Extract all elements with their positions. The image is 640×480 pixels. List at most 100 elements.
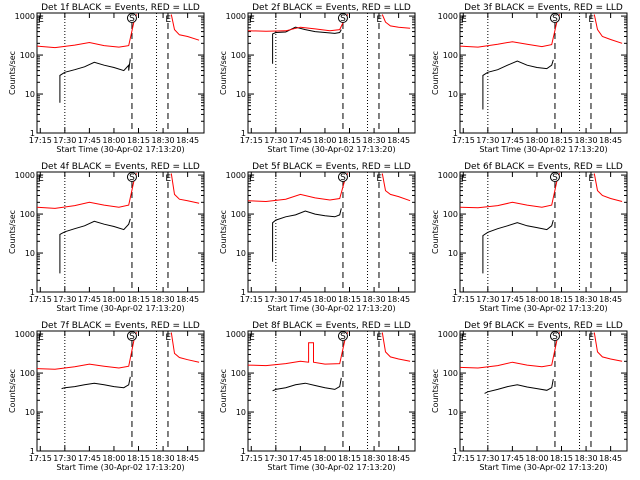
saa-marker: S — [340, 332, 346, 342]
x-tick-label: 18:30 — [152, 136, 175, 145]
x-tick-label: 18:45 — [599, 295, 622, 304]
y-tick-label: 1 — [30, 447, 35, 456]
x-tick-label: 18:15 — [338, 136, 361, 145]
x-tick-label: 18:45 — [176, 295, 199, 304]
series-line-1 — [484, 379, 554, 394]
series-line-3 — [593, 173, 623, 202]
x-tick-label: 17:45 — [501, 295, 524, 304]
y-tick-label: 10 — [448, 90, 458, 99]
x-axis-label: Start Time (30-Apr-02 17:13:20) — [56, 463, 184, 472]
series-line-1 — [482, 219, 554, 274]
series-line-2 — [459, 332, 561, 369]
x-tick-label: 18:45 — [387, 136, 410, 145]
eclipse-marker: E — [249, 15, 255, 25]
eclipse-marker: E — [165, 15, 171, 25]
y-tick-label: 10 — [25, 408, 35, 417]
y-tick-label: 1000 — [226, 171, 246, 180]
x-tick-label: 17:15 — [29, 454, 52, 463]
y-tick-label: 1 — [241, 288, 246, 297]
x-tick-label: 18:15 — [127, 295, 150, 304]
saa-marker-circle — [337, 13, 348, 23]
y-tick-label: 100 — [231, 210, 246, 219]
x-axis-label: Start Time (30-Apr-02 17:13:20) — [479, 304, 607, 313]
x-tick-label: 18:00 — [102, 454, 125, 463]
x-tick-label: 18:00 — [525, 454, 548, 463]
series-line-2 — [459, 14, 561, 48]
x-axis-label: Start Time (30-Apr-02 17:13:20) — [267, 463, 395, 472]
eclipse-marker: E — [376, 15, 382, 25]
chart-title: Det 5f BLACK = Events, RED = LLD — [252, 162, 411, 172]
saa-marker-circle — [337, 331, 348, 341]
y-tick-label: 100 — [20, 210, 35, 219]
saa-marker-circle — [126, 13, 137, 23]
y-tick-label: 100 — [443, 210, 458, 219]
chart-panel-1: Det 1f BLACK = Events, RED = LLD 1 10 100 10… — [8, 3, 205, 154]
series-line-3 — [381, 14, 411, 29]
x-tick-label: 18:45 — [387, 295, 410, 304]
chart-panel-9: Det 9f BLACK = Events, RED = LLD 1 10 100 10… — [431, 321, 628, 472]
x-axis-label: Start Time (30-Apr-02 17:13:20) — [56, 145, 184, 154]
series-line-2 — [247, 173, 349, 203]
x-tick-label: 17:30 — [264, 295, 287, 304]
x-tick-label: 17:15 — [240, 454, 263, 463]
y-tick-label: 1 — [453, 129, 458, 138]
x-tick-label: 18:00 — [102, 295, 125, 304]
y-tick-label: 1000 — [15, 12, 35, 21]
x-tick-label: 18:00 — [525, 295, 548, 304]
x-tick-label: 17:30 — [476, 136, 499, 145]
x-tick-label: 17:15 — [29, 295, 52, 304]
y-tick-label: 100 — [231, 369, 246, 378]
eclipse-marker: E — [249, 333, 255, 343]
eclipse-marker: E — [38, 15, 44, 25]
x-tick-label: 18:15 — [127, 136, 150, 145]
series-line-1 — [272, 377, 342, 392]
x-tick-label: 18:30 — [575, 136, 598, 145]
eclipse-marker: E — [588, 15, 594, 25]
y-tick-label: 1 — [30, 288, 35, 297]
series-line-1 — [272, 26, 342, 64]
x-tick-label: 18:30 — [152, 295, 175, 304]
plot-frame — [247, 12, 416, 134]
x-tick-label: 18:45 — [176, 454, 199, 463]
chart-panel-3: Det 3f BLACK = Events, RED = LLD 1 10 100 10… — [431, 3, 628, 154]
series-line-3 — [170, 173, 200, 204]
y-tick-label: 1000 — [226, 12, 246, 21]
y-tick-label: 10 — [448, 408, 458, 417]
y-tick-label: 100 — [20, 51, 35, 60]
saa-marker: S — [552, 14, 558, 24]
x-tick-label: 18:45 — [599, 454, 622, 463]
x-tick-label: 18:30 — [575, 454, 598, 463]
series-line-3 — [170, 332, 200, 363]
x-tick-label: 18:30 — [575, 295, 598, 304]
x-tick-label: 17:30 — [264, 136, 287, 145]
x-tick-label: 18:30 — [363, 295, 386, 304]
saa-marker: S — [129, 14, 135, 24]
y-axis-label: Counts/sec — [219, 51, 228, 95]
y-axis-label: Counts/sec — [219, 210, 228, 254]
chart-panel-4: Det 4f BLACK = Events, RED = LLD 1 10 100 10… — [8, 162, 205, 313]
x-tick-label: 17:15 — [452, 454, 475, 463]
series-line-2 — [36, 14, 138, 49]
series-line-3 — [381, 332, 411, 362]
x-tick-label: 18:30 — [363, 136, 386, 145]
eclipse-marker: E — [38, 174, 44, 184]
y-tick-label: 10 — [25, 90, 35, 99]
y-axis-label: Counts/sec — [8, 51, 17, 95]
plot-frame — [36, 330, 205, 452]
x-tick-label: 18:45 — [387, 454, 410, 463]
x-tick-label: 17:45 — [78, 454, 101, 463]
x-tick-label: 17:15 — [240, 136, 263, 145]
series-line-2 — [247, 14, 349, 32]
y-tick-label: 10 — [236, 90, 246, 99]
chart-panel-6: Det 6f BLACK = Events, RED = LLD 1 10 100 10… — [431, 162, 628, 313]
chart-title: Det 8f BLACK = Events, RED = LLD — [252, 321, 411, 331]
series-line-1 — [61, 376, 131, 390]
chart-panel-5: Det 5f BLACK = Events, RED = LLD 1 10 100 10… — [219, 162, 416, 313]
plot-frame — [36, 12, 205, 134]
y-axis-label: Counts/sec — [219, 369, 228, 413]
y-tick-label: 1 — [30, 129, 35, 138]
saa-marker: S — [552, 173, 558, 183]
chart-panel-2: Det 2f BLACK = Events, RED = LLD 1 10 100 10… — [219, 3, 416, 154]
y-tick-label: 10 — [236, 249, 246, 258]
x-tick-label: 17:30 — [264, 454, 287, 463]
